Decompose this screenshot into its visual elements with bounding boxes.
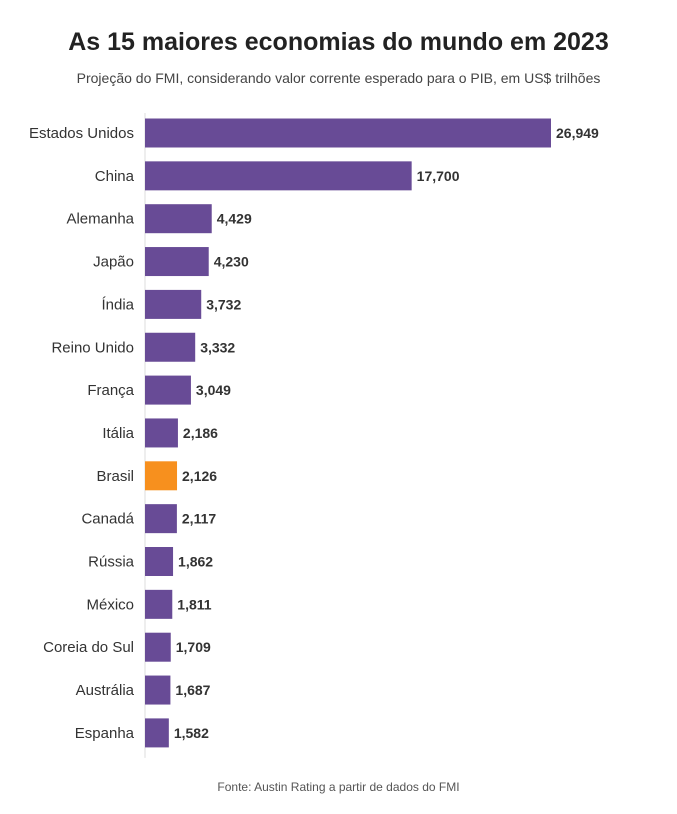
bar-highlighted bbox=[145, 461, 178, 491]
bar bbox=[145, 418, 178, 448]
value-label: 26,949 bbox=[556, 125, 599, 141]
category-label: Itália bbox=[102, 425, 134, 442]
bar bbox=[145, 547, 174, 576]
category-label: França bbox=[87, 382, 134, 399]
category-label: Austrália bbox=[76, 682, 135, 699]
value-label: 1,582 bbox=[174, 725, 209, 741]
bar bbox=[145, 332, 196, 362]
category-label: Índia bbox=[101, 296, 134, 313]
category-label: Japão bbox=[93, 254, 134, 271]
category-label: Rússia bbox=[88, 554, 135, 571]
category-label: Canadá bbox=[81, 511, 134, 528]
category-label: Estados Unidos bbox=[29, 125, 134, 142]
value-label: 1,687 bbox=[175, 682, 210, 698]
category-label: México bbox=[86, 596, 134, 613]
category-label: China bbox=[95, 168, 135, 185]
bar bbox=[145, 247, 209, 277]
bar bbox=[145, 675, 171, 705]
value-label: 1,811 bbox=[177, 596, 211, 612]
source-note: Fonte: Austin Rating a partir de dados d… bbox=[217, 780, 460, 794]
value-label: 2,126 bbox=[182, 468, 217, 484]
bar bbox=[145, 504, 177, 534]
bar bbox=[145, 375, 191, 405]
value-label: 3,049 bbox=[196, 382, 231, 398]
bar bbox=[145, 161, 412, 191]
value-label: 2,186 bbox=[183, 425, 218, 441]
category-label: Alemanha bbox=[66, 211, 134, 228]
value-label: 3,732 bbox=[206, 296, 241, 312]
bar bbox=[145, 632, 171, 662]
bar bbox=[145, 718, 169, 748]
category-label: Reino Unido bbox=[51, 339, 134, 356]
bar bbox=[145, 118, 551, 148]
value-label: 1,709 bbox=[176, 639, 211, 655]
chart-title: As 15 maiores economias do mundo em 2023 bbox=[68, 28, 609, 56]
bar bbox=[145, 589, 173, 619]
value-label: 1,862 bbox=[178, 554, 213, 570]
value-label: 4,230 bbox=[214, 254, 249, 270]
value-label: 4,429 bbox=[217, 211, 252, 227]
category-label: Brasil bbox=[96, 468, 134, 485]
category-label: Espanha bbox=[75, 725, 135, 742]
chart-subtitle: Projeção do FMI, considerando valor corr… bbox=[76, 70, 601, 86]
value-label: 3,332 bbox=[200, 339, 235, 355]
value-label: 2,117 bbox=[182, 511, 216, 527]
value-label: 17,700 bbox=[417, 168, 460, 184]
bar bbox=[145, 289, 202, 319]
bar-chart: Estados Unidos 26,949 China 17,700 Alemanha 4… bbox=[29, 113, 599, 758]
category-label: Coreia do Sul bbox=[43, 639, 134, 656]
bar bbox=[145, 204, 212, 234]
